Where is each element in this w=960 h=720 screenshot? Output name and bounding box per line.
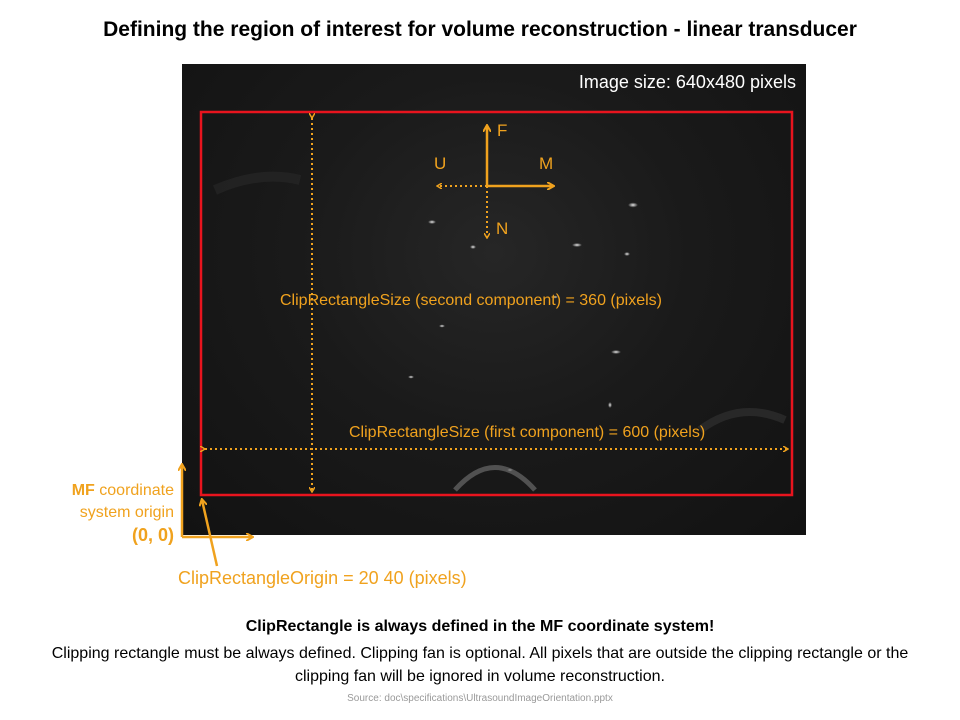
axis-label-m: M [539,154,554,173]
ultrasound-image: Image size: 640x480 pixels [182,64,806,535]
image-size-label: Image size: 640x480 pixels [578,72,796,92]
mf-origin-coords: (0, 0) [131,525,174,545]
clip-origin-label: ClipRectangleOrigin = 20 40 (pixels) [178,568,467,588]
clip-origin-pointer [202,500,219,567]
axis-label-f: F [497,121,508,140]
clip-size-first-label: ClipRectangleSize (first component) = 60… [349,424,706,441]
axis-label-u: U [434,154,447,173]
note-text: Clipping rectangle must be always define… [51,645,909,685]
orientation-marker [437,126,553,238]
ultrasound-speckles [212,171,787,492]
slide-title: Defining the region of interest for volu… [103,18,857,41]
source-note: Source: doc\specifications\UltrasoundIma… [347,693,613,704]
mf-origin-label: MF coordinate system origin (0, 0) [20,480,174,546]
axis-label-n: N [496,219,509,238]
mf-origin-axes [182,465,252,537]
mf-label-line1: coordinate [94,482,174,499]
clip-size-second-label: ClipRectangleSize (second component) = 3… [280,292,662,309]
mf-label-bold: MF [71,482,95,499]
clip-rectangle [199,110,794,497]
note-bold: ClipRectangle is always defined in the M… [245,618,715,635]
mf-label-line2: system origin [79,504,174,521]
